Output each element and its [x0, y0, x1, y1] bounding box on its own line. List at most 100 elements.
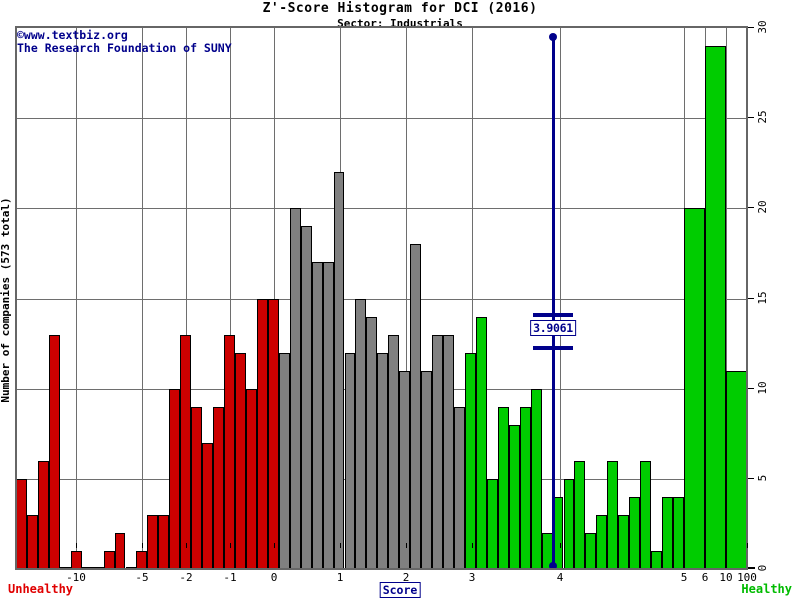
bar-bin-14: [169, 388, 181, 569]
marker-cap-upper: [533, 313, 573, 317]
ytick-25: [748, 117, 754, 119]
bar-bin-31: [355, 298, 367, 569]
xtick-2: [406, 543, 407, 548]
bar-bin-18: [213, 406, 225, 569]
bar-bin-39: [443, 334, 454, 569]
xtick-10: [726, 543, 727, 548]
bar-bin-40: [454, 406, 465, 569]
bar-bin-52: [585, 532, 597, 569]
xtick-label--1: -1: [223, 571, 237, 584]
bar-bin-27: [311, 262, 323, 569]
vgridline-100: [747, 28, 748, 569]
xtick-4: [560, 543, 561, 548]
bar-bin-22: [256, 298, 268, 569]
bar-wide-6-10: [704, 46, 726, 569]
bar-bin-37: [421, 370, 433, 569]
ytick-5: [748, 477, 754, 479]
xtick-label-2: 2: [402, 571, 410, 584]
y-axis-label: Number of companies (573 total): [0, 197, 12, 403]
xtick-label-4: 4: [556, 571, 564, 584]
bar-bin-42: [475, 316, 487, 569]
bar-bin-24: [278, 352, 290, 569]
ytick-label-5: 5: [756, 474, 769, 482]
bar-bin-25: [289, 208, 301, 569]
ytick-0: [748, 568, 754, 569]
ytick-label-20: 20: [756, 200, 769, 214]
bar-bin-53: [596, 514, 608, 569]
bar-bin-56: [629, 496, 641, 569]
bar-bin-46: [519, 406, 531, 569]
bar-bin-1: [26, 514, 38, 569]
bar-wide-5-6: [683, 208, 705, 569]
vgridline--2: [186, 28, 187, 569]
xtick-label-3: 3: [468, 571, 476, 584]
bar-wide-10-100: [725, 370, 747, 569]
ytick-label-25: 25: [756, 110, 769, 124]
bar-bin-23: [267, 298, 279, 569]
vgridline--10: [76, 28, 77, 569]
ytick-label-30: 30: [756, 20, 769, 34]
ytick-10: [748, 387, 754, 389]
xtick--10: [76, 543, 77, 548]
bar-bin-20: [235, 352, 246, 569]
xtick-label--5: -5: [135, 571, 149, 584]
watermark-line-2: The Research Foundation of SUNY: [17, 41, 232, 55]
marker-stem: [552, 36, 555, 569]
vgridline-2: [406, 28, 407, 569]
bar-bin-43: [486, 478, 498, 569]
xtick-3: [472, 543, 473, 548]
bar-bin-50: [563, 478, 575, 569]
marker-value-label: 3.9061: [530, 320, 576, 336]
ytick-15: [748, 297, 754, 299]
bar-bin-10: [125, 567, 137, 569]
marker-cap-lower: [533, 346, 573, 350]
bar-bin-32: [366, 316, 378, 569]
bar-bin-0: [16, 478, 27, 569]
xtick--2: [186, 543, 187, 548]
xtick--5: [142, 543, 143, 548]
bar-bin-34: [388, 334, 400, 569]
xtick-label-5: 5: [680, 571, 688, 584]
bar-bin-11: [136, 550, 148, 569]
healthy-tag: Healthy: [741, 582, 792, 596]
bar-bin-58: [651, 550, 663, 569]
bar-bin-8: [103, 550, 115, 569]
hgridline-15: [16, 298, 747, 300]
ytick-30: [748, 27, 754, 28]
xtick-label-6: 6: [701, 571, 709, 584]
xtick-label-0: 0: [270, 571, 278, 584]
xtick-label-100: 100: [737, 571, 757, 584]
bar-bin-4: [59, 567, 71, 569]
watermark: ©www.textbiz.org The Research Foundation …: [17, 29, 232, 55]
bar-bin-17: [202, 442, 214, 569]
bar-bin-36: [410, 244, 422, 569]
xtick--1: [230, 543, 231, 548]
vgridline-3: [472, 28, 473, 569]
ytick-label-15: 15: [756, 290, 769, 305]
vgridline--5: [142, 28, 143, 569]
bar-bin-30: [344, 352, 356, 569]
bar-bin-57: [640, 460, 652, 569]
bar-bin-55: [618, 514, 630, 569]
bar-bin-44: [497, 406, 509, 569]
bar-bin-16: [191, 406, 203, 569]
vgridline-10: [726, 28, 727, 569]
bar-bin-26: [300, 226, 312, 569]
hgridline-25: [16, 118, 747, 120]
plot-area: 3.9061: [15, 27, 755, 570]
bar-bin-41: [464, 352, 476, 569]
unhealthy-tag: Unhealthy: [8, 582, 74, 596]
bar-bin-6: [81, 567, 93, 569]
bar-bin-5: [70, 550, 82, 569]
bar-bin-45: [508, 424, 520, 569]
bar-bin-13: [158, 514, 170, 569]
xtick-label-10: 10: [719, 571, 733, 584]
xtick-0: [274, 543, 275, 548]
xtick-5: [684, 543, 685, 548]
bar-bin-28: [322, 262, 334, 569]
xtick-100: [747, 543, 748, 548]
bar-bin-33: [377, 352, 389, 569]
bar-bin-7: [92, 567, 104, 569]
bar-bin-15: [180, 334, 192, 569]
